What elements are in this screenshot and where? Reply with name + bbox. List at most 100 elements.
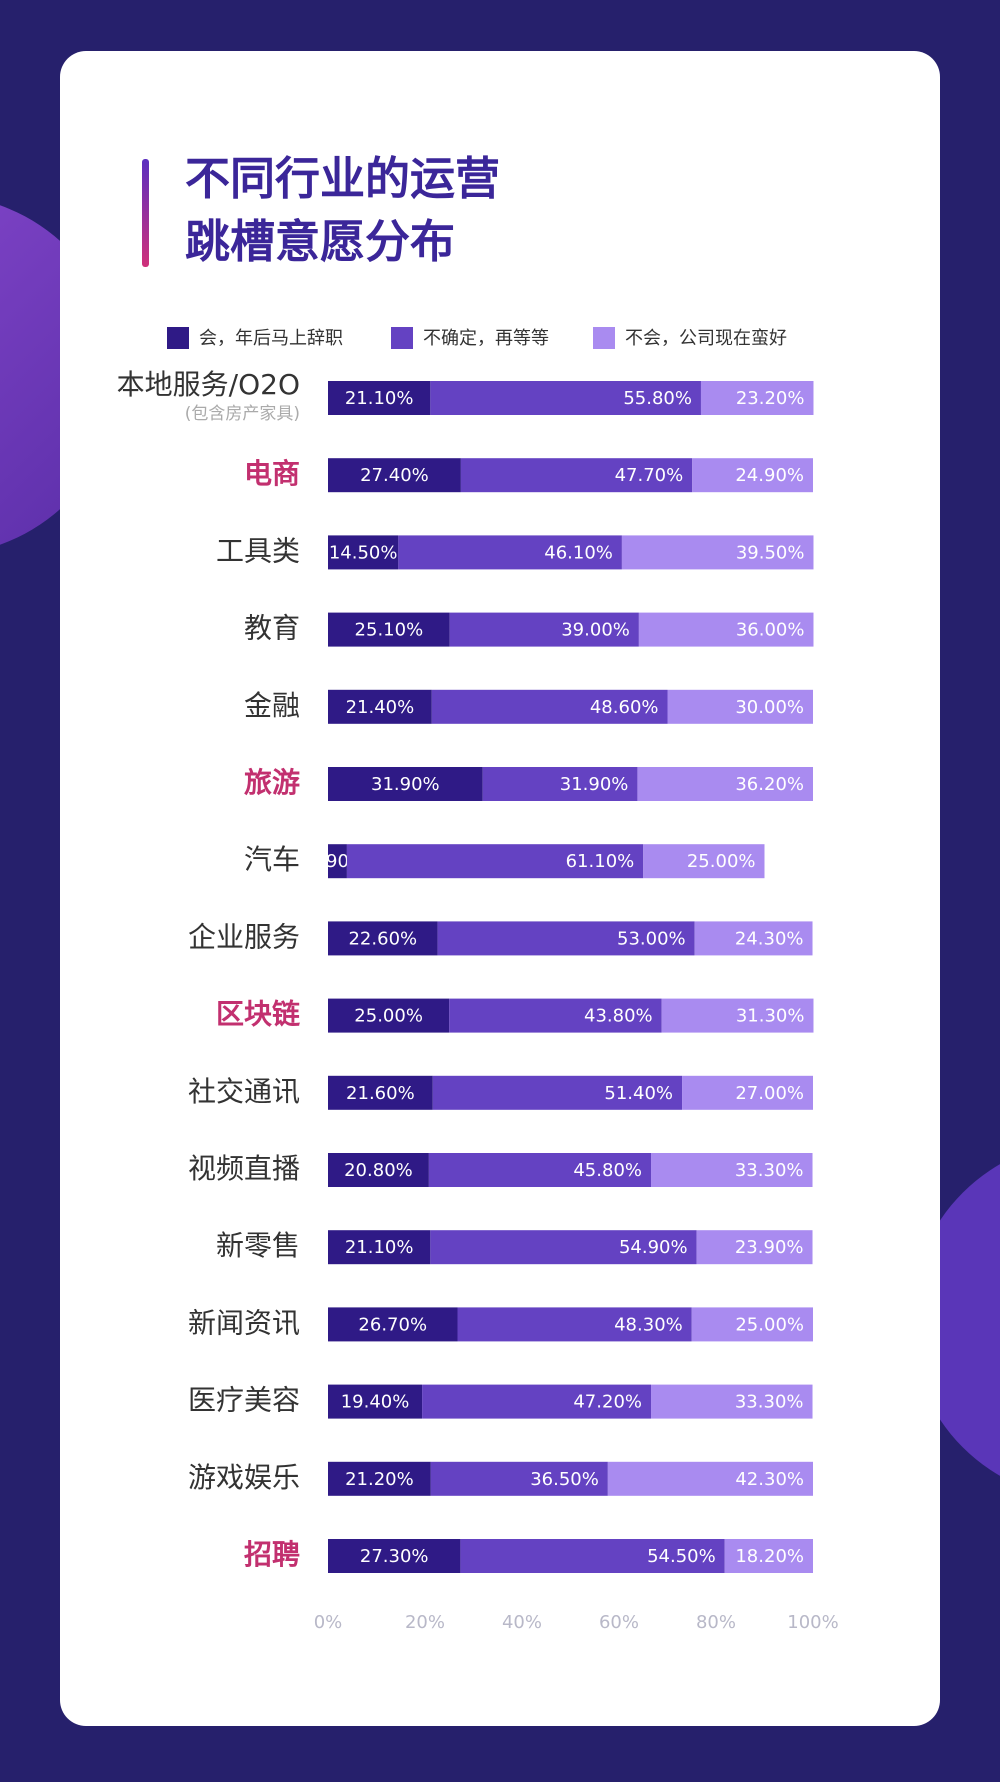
value-label: 26.70% bbox=[358, 1314, 427, 1335]
legend-swatch bbox=[593, 327, 615, 349]
value-label: 25.00% bbox=[687, 851, 756, 872]
value-label: 31.90% bbox=[371, 774, 440, 795]
legend-label: 不会，公司现在蛮好 bbox=[625, 328, 787, 349]
value-label: 19.40% bbox=[341, 1392, 410, 1413]
category-label: 教育 bbox=[244, 612, 300, 645]
bar-segment bbox=[661, 998, 814, 1033]
value-label: 21.10% bbox=[345, 1237, 414, 1258]
bar-segment bbox=[328, 1307, 458, 1342]
value-label: 61.10% bbox=[566, 851, 635, 872]
category-label: 汽车 bbox=[244, 843, 300, 876]
bar-segment bbox=[328, 1075, 433, 1110]
bar-segment bbox=[422, 1384, 652, 1419]
value-label: 51.40% bbox=[604, 1083, 673, 1104]
bar-segment bbox=[696, 1230, 813, 1265]
value-label: 21.10% bbox=[345, 388, 414, 409]
bar-segment bbox=[328, 1230, 431, 1265]
value-label: 45.80% bbox=[573, 1160, 642, 1181]
value-label: 54.90% bbox=[619, 1237, 688, 1258]
bar-segment bbox=[724, 1539, 813, 1573]
value-label: 48.60% bbox=[590, 697, 659, 718]
bar-segment bbox=[460, 1539, 725, 1573]
value-label: 21.40% bbox=[346, 697, 415, 718]
category-label: 医疗美容 bbox=[188, 1384, 300, 1417]
bar-segment bbox=[428, 1153, 652, 1187]
bar-segment bbox=[430, 381, 701, 415]
value-label: 21.20% bbox=[345, 1469, 414, 1490]
value-label: 53.00% bbox=[617, 928, 686, 949]
bar-segment bbox=[607, 1461, 813, 1496]
bar-segment bbox=[482, 767, 638, 801]
bar-segment bbox=[449, 998, 662, 1033]
bar-segment bbox=[694, 921, 813, 956]
x-tick-label: 0% bbox=[314, 1612, 343, 1633]
legend-label: 会，年后马上辞职 bbox=[199, 328, 343, 349]
value-label: 31.90% bbox=[560, 774, 629, 795]
value-label: 18.20% bbox=[735, 1546, 804, 1567]
legend-label: 不确定，再等等 bbox=[423, 328, 549, 349]
bar-segment bbox=[430, 1230, 697, 1265]
value-label: 42.30% bbox=[735, 1469, 804, 1490]
value-label: 47.20% bbox=[573, 1392, 642, 1413]
bar-segment bbox=[328, 381, 431, 415]
bar-segment bbox=[638, 612, 814, 647]
category-label: 新闻资讯 bbox=[188, 1306, 300, 1339]
value-label: 25.00% bbox=[354, 1006, 423, 1027]
value-label: 39.00% bbox=[561, 620, 630, 641]
value-label: 27.40% bbox=[360, 465, 429, 486]
bar-segment bbox=[651, 1384, 813, 1419]
bar-segment bbox=[667, 689, 813, 724]
value-label: 48.30% bbox=[614, 1314, 683, 1335]
bar-segment bbox=[328, 1153, 429, 1187]
category-label: 招聘 bbox=[244, 1538, 300, 1571]
category-label: 社交通讯 bbox=[188, 1075, 300, 1108]
value-label: 54.50% bbox=[647, 1546, 716, 1567]
bar-segment bbox=[432, 1075, 683, 1110]
value-label: 24.90% bbox=[735, 465, 804, 486]
x-tick-label: 80% bbox=[696, 1612, 736, 1633]
value-label: 22.60% bbox=[348, 928, 417, 949]
bar-segment bbox=[328, 767, 483, 801]
category-label: 新零售 bbox=[216, 1229, 300, 1262]
category-label: 旅游 bbox=[244, 766, 300, 799]
bar-segment bbox=[431, 689, 668, 724]
bar-segment bbox=[637, 767, 813, 801]
category-label: 区块链 bbox=[216, 998, 300, 1031]
bar-segment bbox=[621, 535, 814, 570]
value-label: 25.10% bbox=[355, 620, 424, 641]
value-label: 39.50% bbox=[736, 542, 805, 563]
bar-segment bbox=[460, 458, 693, 493]
bar-segment bbox=[437, 921, 695, 956]
title-accent bbox=[142, 159, 149, 267]
value-label: 36.50% bbox=[530, 1469, 599, 1490]
value-label: 21.60% bbox=[346, 1083, 415, 1104]
value-label: 33.30% bbox=[735, 1392, 804, 1413]
plot: 会，年后马上辞职 不确定，再等等 不会，公司现在蛮好 0% 20% 40% 60% 80% 10… bbox=[117, 327, 839, 1633]
bar-segment bbox=[691, 1307, 813, 1342]
x-tick-label: 100% bbox=[787, 1612, 838, 1633]
value-label: 27.00% bbox=[735, 1083, 804, 1104]
category-label: 游戏娱乐 bbox=[188, 1461, 300, 1494]
value-label: 55.80% bbox=[623, 388, 692, 409]
category-label: 电商 bbox=[244, 457, 300, 490]
category-note: (包含房产家具) bbox=[185, 404, 300, 424]
value-label: 43.80% bbox=[584, 1006, 653, 1027]
value-label: 25.00% bbox=[735, 1314, 804, 1335]
x-tick-label: 60% bbox=[599, 1612, 639, 1633]
bar-segment bbox=[328, 1384, 423, 1419]
value-label: 23.20% bbox=[736, 388, 805, 409]
bar-segment bbox=[449, 612, 639, 647]
bar-segment bbox=[328, 1539, 461, 1573]
bar-segment bbox=[328, 612, 450, 647]
value-label: 36.20% bbox=[735, 774, 804, 795]
bar-segment bbox=[643, 844, 765, 879]
legend-swatch bbox=[391, 327, 413, 349]
bar-segment bbox=[328, 1461, 431, 1496]
value-label: 23.90% bbox=[735, 1237, 804, 1258]
bar-segment bbox=[457, 1307, 692, 1342]
category-label: 视频直播 bbox=[188, 1152, 300, 1185]
value-label: 31.30% bbox=[736, 1006, 805, 1027]
bar-segment bbox=[692, 458, 813, 493]
bar-segment bbox=[700, 381, 814, 415]
bar-segment bbox=[328, 921, 438, 956]
